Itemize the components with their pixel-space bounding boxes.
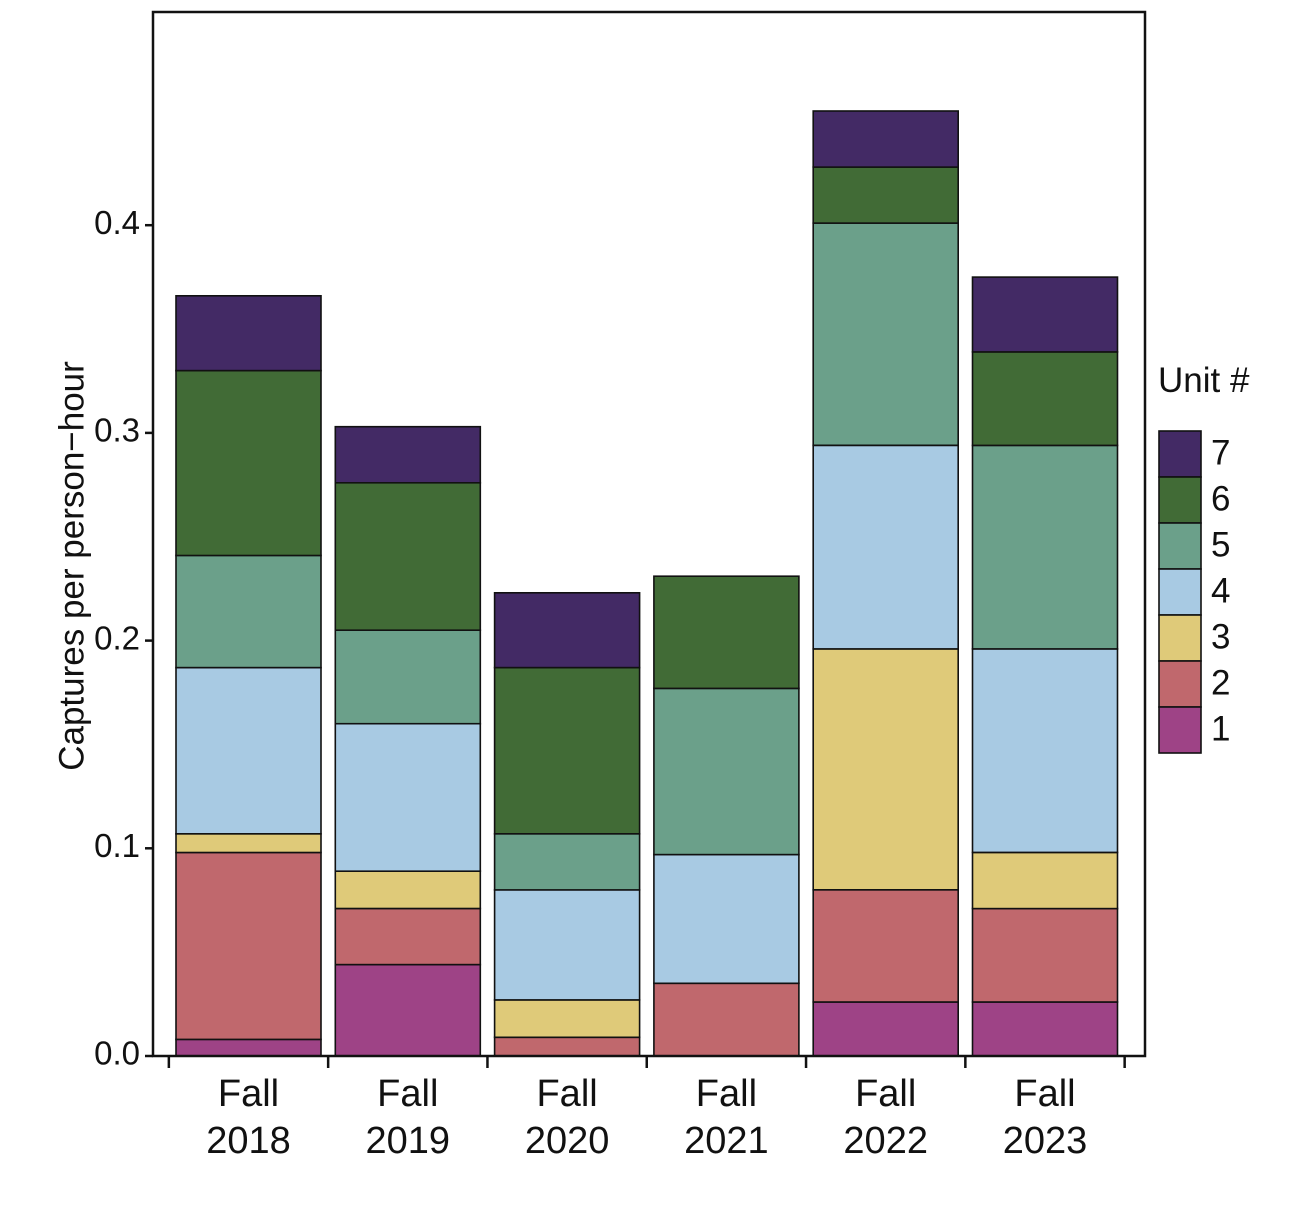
- x-tick-label-line: 2020: [525, 1120, 610, 1162]
- legend-key-unit-7: [1158, 430, 1202, 478]
- x-tick-label: Fall 2019: [366, 1073, 451, 1162]
- bar-segment-fall-2020-unit-3: [493, 999, 641, 1039]
- x-tick-label-line: 2023: [1003, 1120, 1088, 1162]
- legend-key-unit-1: [1158, 706, 1202, 754]
- x-tick-label-line: Fall: [377, 1073, 438, 1115]
- x-tick-label-line: Fall: [536, 1073, 597, 1115]
- bar-segment-fall-2020-unit-7: [493, 591, 641, 669]
- legend-label-unit-6: 6: [1211, 479, 1230, 518]
- bar-segment-fall-2023-unit-5: [971, 444, 1119, 650]
- bar-segment-fall-2023-unit-7: [971, 276, 1119, 353]
- bar-segment-fall-2018-unit-1: [175, 1038, 322, 1057]
- bar-segment-fall-2022-unit-3: [812, 648, 960, 891]
- bar-segment-fall-2022-unit-7: [812, 110, 960, 168]
- legend-label-unit-7: 7: [1211, 433, 1230, 472]
- bar-segment-fall-2023-unit-4: [971, 648, 1119, 854]
- legend-title: Unit #: [1158, 361, 1250, 400]
- bar-segment-fall-2022-unit-5: [812, 222, 960, 447]
- x-tick-label-line: 2019: [366, 1120, 451, 1162]
- legend-key-unit-6: [1158, 476, 1202, 524]
- legend-label-unit-4: 4: [1211, 571, 1230, 610]
- bar-segment-fall-2019-unit-3: [334, 870, 482, 910]
- bar-segment-fall-2019-unit-5: [334, 629, 482, 725]
- plot-frame: [151, 10, 1147, 1058]
- y-tick-label: 0.1: [94, 827, 140, 864]
- bar-segment-fall-2021-unit-5: [653, 687, 800, 856]
- bar-segment-fall-2018-unit-4: [175, 666, 322, 835]
- legend-label-unit-2: 2: [1211, 663, 1230, 702]
- y-tick-label: 0.0: [94, 1035, 140, 1072]
- x-tick-label: Fall 2023: [1003, 1073, 1088, 1162]
- x-tick-label-line: 2021: [684, 1120, 769, 1162]
- bar-segment-fall-2019-unit-6: [334, 481, 482, 632]
- bar-segment-fall-2018-unit-3: [175, 832, 322, 854]
- bar-segment-fall-2018-unit-6: [175, 369, 322, 557]
- bar-segment-fall-2020-unit-5: [493, 832, 641, 891]
- x-tick-label-line: 2018: [206, 1120, 291, 1162]
- bar-segment-fall-2022-unit-1: [812, 1001, 960, 1057]
- bar-segment-fall-2021-unit-4: [653, 853, 800, 985]
- bar-segment-fall-2022-unit-4: [812, 444, 960, 650]
- bar-segment-fall-2021-unit-2: [653, 982, 800, 1057]
- legend-label-unit-1: 1: [1211, 709, 1230, 748]
- bar-segment-fall-2021-unit-6: [653, 575, 800, 690]
- x-tick-label: Fall 2020: [525, 1073, 610, 1162]
- bar-segment-fall-2023-unit-6: [971, 351, 1119, 447]
- x-tick-label: Fall 2021: [684, 1073, 769, 1162]
- y-tick-label: 0.3: [94, 412, 140, 449]
- bar-segment-fall-2018-unit-2: [175, 851, 322, 1041]
- bar-segment-fall-2019-unit-7: [334, 425, 482, 484]
- x-tick-label-line: Fall: [1014, 1073, 1075, 1115]
- bar-segment-fall-2023-unit-1: [971, 1001, 1119, 1057]
- bar-segment-fall-2019-unit-1: [334, 963, 482, 1057]
- bar-segment-fall-2020-unit-2: [493, 1036, 641, 1057]
- bar-segment-fall-2020-unit-6: [493, 666, 641, 835]
- x-tick-label-line: Fall: [218, 1073, 279, 1115]
- legend-label-unit-3: 3: [1211, 617, 1230, 656]
- legend-key-unit-5: [1158, 522, 1202, 570]
- bar-segment-fall-2018-unit-7: [175, 294, 322, 372]
- bar-segment-fall-2023-unit-3: [971, 851, 1119, 910]
- bar-segment-fall-2020-unit-4: [493, 888, 641, 1001]
- bar-segment-fall-2019-unit-4: [334, 722, 482, 873]
- legend: Unit # 7 6 5 4 3 2 1: [1158, 361, 1250, 754]
- x-tick-label-line: Fall: [855, 1073, 916, 1115]
- bar-segment-fall-2018-unit-5: [175, 554, 322, 669]
- bars-layer: [175, 110, 1119, 1057]
- bar-segment-fall-2019-unit-2: [334, 907, 482, 966]
- y-axis-label: Captures per person−hour: [52, 361, 91, 771]
- x-tick-label: Fall 2022: [843, 1073, 928, 1162]
- bar-segment-fall-2023-unit-2: [971, 907, 1119, 1003]
- y-tick-label: 0.4: [94, 204, 140, 241]
- legend-key-unit-4: [1158, 568, 1202, 616]
- x-tick-label: Fall 2018: [206, 1073, 291, 1162]
- y-axis: 0.0 0.1 0.2 0.3 0.4: [94, 204, 153, 1072]
- x-tick-label-line: 2022: [843, 1120, 928, 1162]
- y-tick-label: 0.2: [94, 619, 140, 656]
- x-axis: Fall 2018 Fall 2019 Fall 2020 Fall 2021 Fall 2022…: [167, 1056, 1126, 1162]
- legend-label-unit-5: 5: [1211, 525, 1230, 564]
- bar-segment-fall-2022-unit-2: [812, 888, 960, 1003]
- x-tick-label-line: Fall: [696, 1073, 757, 1115]
- legend-key-unit-2: [1158, 660, 1202, 708]
- legend-key-unit-3: [1158, 614, 1202, 662]
- bar-segment-fall-2022-unit-6: [812, 166, 960, 224]
